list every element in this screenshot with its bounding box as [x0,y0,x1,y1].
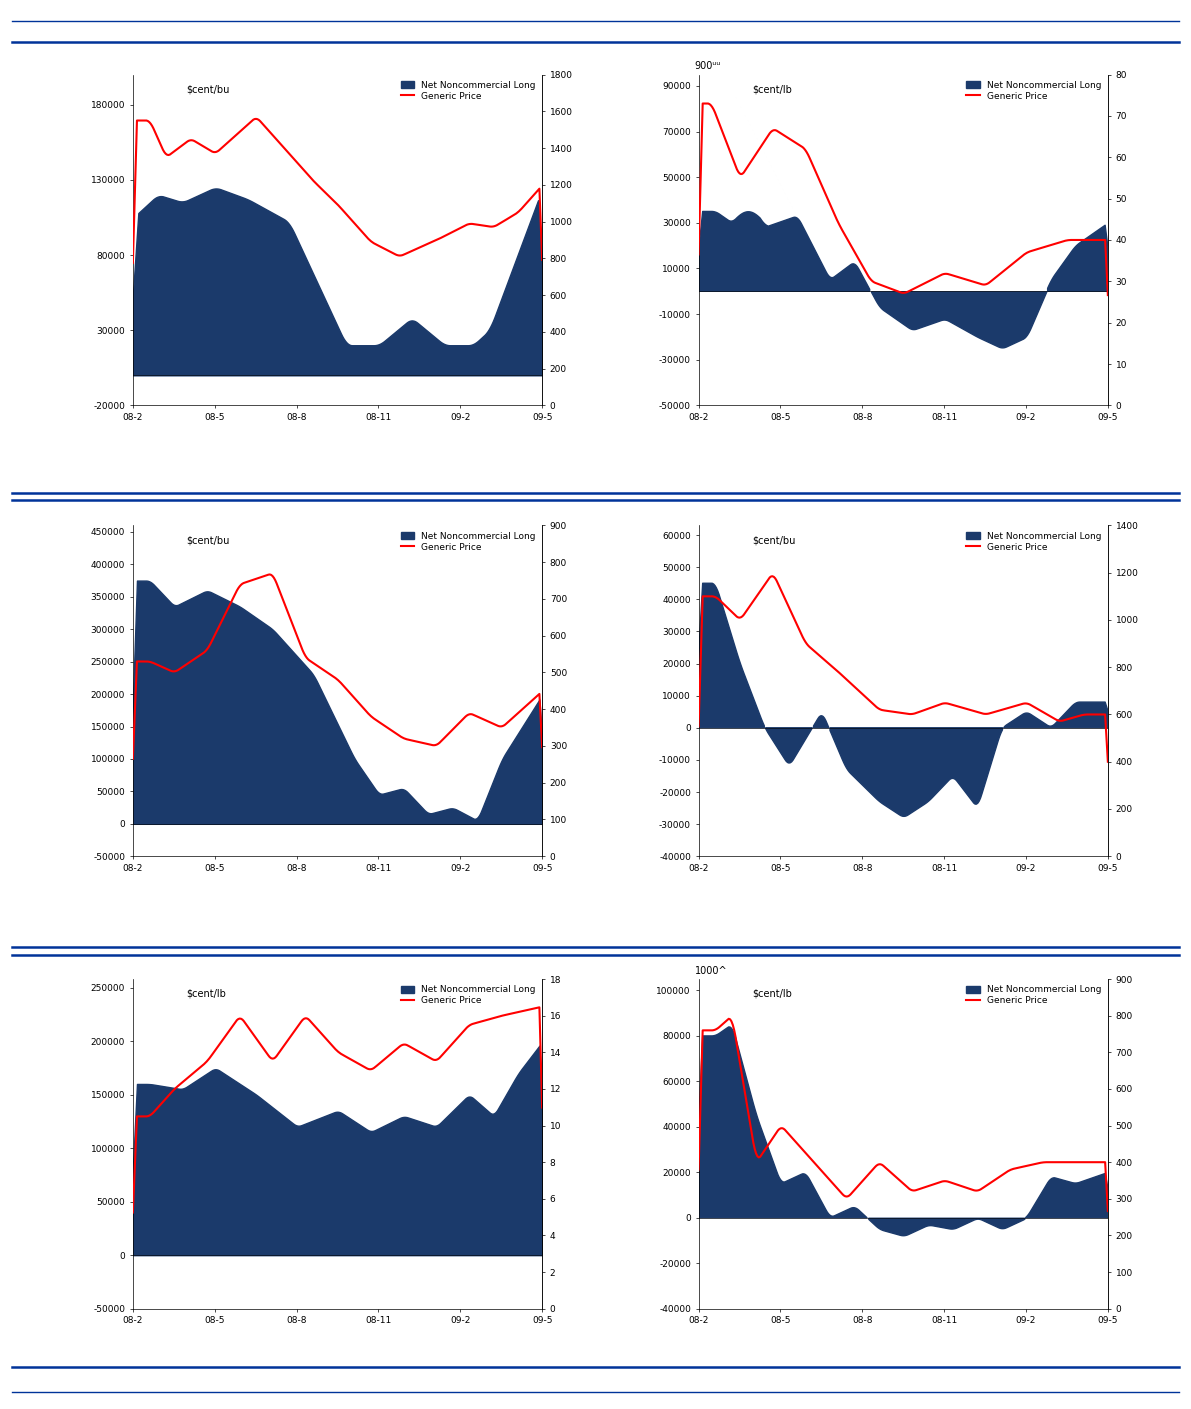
Legend: Net Noncommercial Long, Generic Price: Net Noncommercial Long, Generic Price [399,79,537,103]
Text: 1000^: 1000^ [694,965,728,976]
Text: $cent/lb: $cent/lb [752,989,792,999]
Legend: Net Noncommercial Long, Generic Price: Net Noncommercial Long, Generic Price [399,983,537,1007]
Legend: Net Noncommercial Long, Generic Price: Net Noncommercial Long, Generic Price [965,79,1103,103]
Legend: Net Noncommercial Long, Generic Price: Net Noncommercial Long, Generic Price [965,530,1103,554]
Legend: Net Noncommercial Long, Generic Price: Net Noncommercial Long, Generic Price [399,530,537,554]
Text: $cent/bu: $cent/bu [186,535,230,545]
Legend: Net Noncommercial Long, Generic Price: Net Noncommercial Long, Generic Price [965,983,1103,1007]
Text: $cent/bu: $cent/bu [752,535,796,545]
Text: $cent/bu: $cent/bu [186,85,230,94]
Text: $cent/lb: $cent/lb [752,85,792,94]
Text: 900ᵘᵘ: 900ᵘᵘ [694,61,721,72]
Text: $cent/lb: $cent/lb [186,989,226,999]
